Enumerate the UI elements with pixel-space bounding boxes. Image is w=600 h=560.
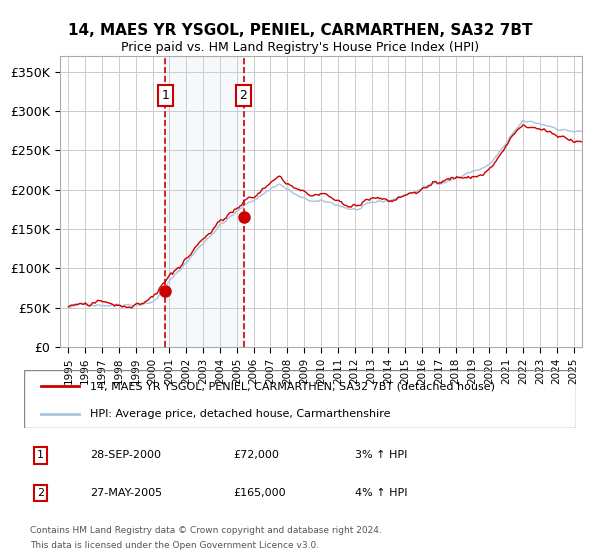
Text: Price paid vs. HM Land Registry's House Price Index (HPI): Price paid vs. HM Land Registry's House … xyxy=(121,41,479,54)
Text: HPI: Average price, detached house, Carmarthenshire: HPI: Average price, detached house, Carm… xyxy=(90,409,391,419)
Text: 28-SEP-2000: 28-SEP-2000 xyxy=(90,450,161,460)
Text: This data is licensed under the Open Government Licence v3.0.: This data is licensed under the Open Gov… xyxy=(30,542,319,550)
Bar xyxy=(165,56,244,347)
Text: 2: 2 xyxy=(37,488,44,498)
Text: £165,000: £165,000 xyxy=(234,488,286,498)
Text: 4% ↑ HPI: 4% ↑ HPI xyxy=(355,488,408,498)
Text: 1: 1 xyxy=(161,89,169,102)
Text: Contains HM Land Registry data © Crown copyright and database right 2024.: Contains HM Land Registry data © Crown c… xyxy=(30,526,382,535)
Text: 27-MAY-2005: 27-MAY-2005 xyxy=(90,488,163,498)
Text: 14, MAES YR YSGOL, PENIEL, CARMARTHEN, SA32 7BT (detached house): 14, MAES YR YSGOL, PENIEL, CARMARTHEN, S… xyxy=(90,381,495,391)
Text: 3% ↑ HPI: 3% ↑ HPI xyxy=(355,450,407,460)
Text: £72,000: £72,000 xyxy=(234,450,280,460)
Text: 14, MAES YR YSGOL, PENIEL, CARMARTHEN, SA32 7BT: 14, MAES YR YSGOL, PENIEL, CARMARTHEN, S… xyxy=(68,24,532,38)
Text: 2: 2 xyxy=(239,89,247,102)
Text: 1: 1 xyxy=(37,450,44,460)
